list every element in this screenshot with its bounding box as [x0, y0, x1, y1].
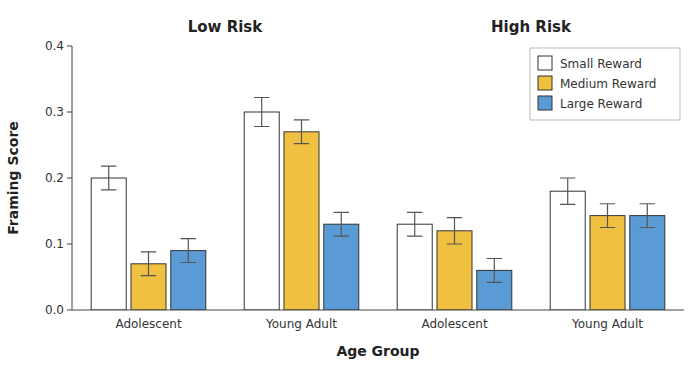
error-bar [600, 204, 615, 228]
x-tick-label: Adolescent [115, 317, 182, 331]
plot-area [91, 97, 665, 310]
y-tick [67, 244, 72, 245]
legend-swatch [538, 76, 552, 90]
bar [397, 224, 432, 310]
bar [550, 191, 585, 310]
error-bar [181, 239, 196, 263]
legend: Small Reward Medium Reward Large Reward [530, 48, 680, 120]
y-tick-label: 0.4 [45, 39, 64, 53]
bar [244, 112, 279, 310]
y-tick-label: 0.1 [45, 237, 64, 251]
bar [91, 178, 126, 310]
error-bar [294, 120, 309, 144]
y-tick-label: 0.3 [45, 105, 64, 119]
y-tick [67, 112, 72, 113]
legend-label: Small Reward [560, 57, 642, 71]
error-bar [334, 212, 349, 236]
y-tick [67, 46, 72, 47]
error-bar [447, 218, 462, 244]
y-axis-label: Framing Score [5, 121, 21, 235]
y-tick-label: 0.2 [45, 171, 64, 185]
section-title: Low Risk [188, 18, 264, 36]
legend-label: Large Reward [560, 97, 642, 111]
error-bar [101, 166, 116, 190]
error-bar [640, 204, 655, 228]
y-tick [67, 310, 72, 311]
bar [630, 216, 665, 310]
bar [590, 216, 625, 310]
x-tick-label: Young Adult [265, 317, 337, 331]
legend-frame [530, 48, 680, 120]
bar [324, 224, 359, 310]
error-bar [141, 252, 156, 276]
chart-svg: 0.0 0.1 0.2 0.3 0.4 Adolescent Young Adult Adol… [0, 0, 700, 368]
bar [284, 132, 319, 310]
x-tick-label: Adolescent [421, 317, 488, 331]
error-bar [407, 212, 422, 236]
legend-label: Medium Reward [560, 77, 657, 91]
x-axis-line [72, 310, 684, 311]
error-bar [254, 97, 269, 126]
y-axis-line [72, 46, 73, 310]
chart-container: 0.0 0.1 0.2 0.3 0.4 Adolescent Young Adult Adol… [0, 0, 700, 368]
error-bar [560, 178, 575, 204]
y-tick [67, 178, 72, 179]
legend-swatch [538, 96, 552, 110]
legend-swatch [538, 56, 552, 70]
x-axis-label: Age Group [336, 343, 419, 359]
x-tick-label: Young Adult [571, 317, 643, 331]
error-bar [487, 259, 502, 283]
y-tick-label: 0.0 [45, 303, 64, 317]
section-title: High Risk [491, 18, 572, 36]
